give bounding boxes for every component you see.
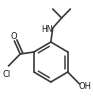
Text: O: O [10, 32, 17, 41]
Text: OH: OH [79, 81, 92, 90]
Text: Cl: Cl [2, 69, 11, 78]
Text: HN: HN [41, 25, 53, 34]
